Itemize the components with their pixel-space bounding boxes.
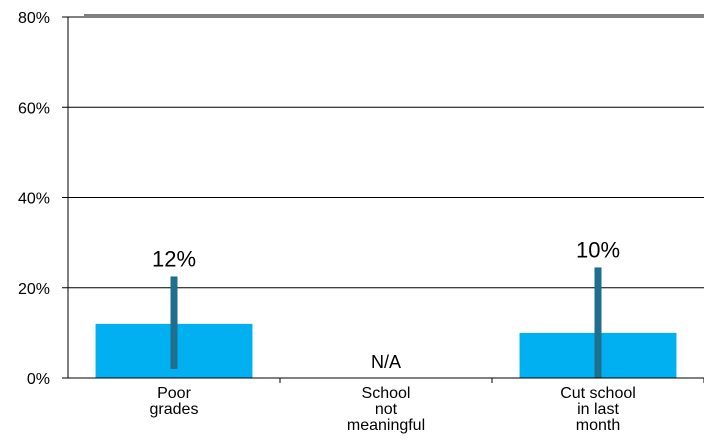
x-tick-label: Cut school in last month bbox=[560, 385, 636, 434]
y-tick-label: 20% bbox=[18, 281, 50, 298]
y-tick-label: 40% bbox=[18, 191, 50, 208]
x-tick-label: School not meaningful bbox=[347, 385, 425, 434]
x-tick-label-line: meaningful bbox=[347, 417, 425, 434]
error-bar bbox=[594, 267, 602, 378]
x-tick-label-line: grades bbox=[150, 401, 199, 418]
y-tick-label: 60% bbox=[18, 100, 50, 117]
x-tick-label-line: not bbox=[375, 401, 398, 418]
y-tick-label: 0% bbox=[27, 371, 50, 388]
error-bars bbox=[170, 267, 602, 378]
data-label: 12% bbox=[152, 246, 196, 271]
x-tick-label-line: School bbox=[362, 385, 411, 402]
x-tick-label-line: in last bbox=[577, 401, 619, 418]
x-tick-label-line: Poor bbox=[157, 385, 191, 402]
data-label: 10% bbox=[576, 237, 620, 262]
x-tick-label-line: Cut school bbox=[560, 385, 636, 402]
x-tick-label: Poor grades bbox=[150, 385, 199, 418]
x-tick-label-line: month bbox=[576, 417, 620, 434]
axes bbox=[62, 16, 704, 383]
error-bar bbox=[170, 276, 178, 369]
y-tick-label: 80% bbox=[18, 10, 50, 27]
data-label: N/A bbox=[371, 352, 401, 372]
